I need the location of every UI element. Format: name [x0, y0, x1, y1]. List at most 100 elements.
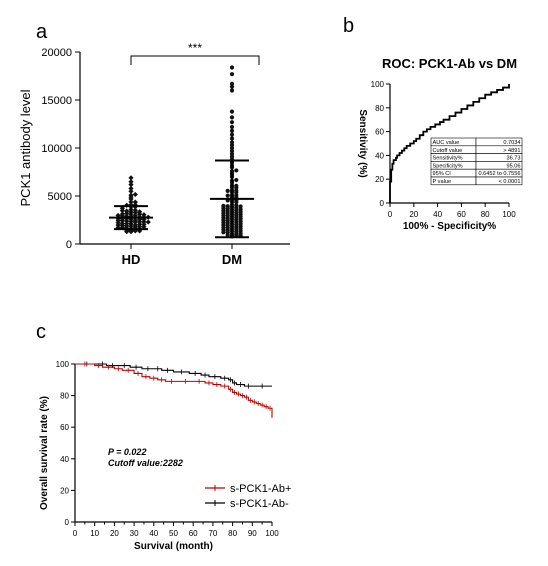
data-point-dm [229, 143, 235, 148]
data-point-dm [234, 193, 239, 198]
data-point-dm [234, 183, 239, 188]
data-point-dm [229, 88, 235, 93]
survival-y-tick-label: 80 [60, 392, 69, 401]
roc-y-tick-label: 100 [371, 80, 385, 89]
survival-y-tick-label: 60 [60, 423, 69, 432]
data-point-dm [238, 207, 243, 212]
roc-stats-table: AUC value 0.7034 Cutoff value > 4891 Sensiti… [430, 137, 523, 186]
data-point-hd [132, 217, 138, 223]
survival-y-tick-label: 100 [56, 360, 70, 369]
roc-y-tick-label: 20 [375, 175, 384, 184]
data-point-dm [234, 188, 239, 193]
roc-x-tick-label: 40 [433, 210, 442, 219]
significance-label: *** [188, 41, 202, 55]
survival-x-tick-label: 90 [248, 529, 257, 538]
roc-x-tick-label: 60 [457, 210, 466, 219]
roc-x-label: 100% - Specificity% [403, 221, 496, 232]
roc-ticks: 0 20 40 60 80 100 0 20 40 60 80 100 [371, 80, 517, 219]
data-point-hd [128, 175, 134, 181]
y-tick-label: 15000 [41, 95, 72, 107]
roc-y-label: Sensitivity (%) [357, 109, 368, 177]
data-point-hd [128, 185, 134, 192]
data-point-dm [225, 193, 230, 198]
panel-label-c: c [36, 321, 46, 343]
panel-label-b: b [343, 15, 354, 37]
stats-label: Specificity% [433, 163, 463, 169]
roc-x-tick-label: 80 [481, 210, 490, 219]
data-point-dm [229, 65, 235, 70]
stats-cell [475, 176, 523, 186]
p-value-annotation: P = 0.022 [108, 447, 146, 457]
y-tick-label: 10000 [41, 143, 72, 155]
stats-label: P value [433, 179, 452, 185]
y-tick-label: 0 [66, 239, 72, 251]
data-point-dm [229, 154, 235, 159]
data-point-dm [229, 146, 235, 151]
data-point-dm [229, 136, 235, 141]
survival-y-tick-label: 40 [60, 455, 69, 464]
data-point-dm [221, 203, 226, 208]
data-point-hd [124, 208, 130, 214]
survival-y-tick-label: 0 [65, 518, 70, 527]
data-point-hd [132, 222, 138, 228]
stats-label: Cutoff value [433, 148, 463, 154]
data-point-hd [132, 191, 138, 198]
roc-x-tick-label: 20 [409, 210, 418, 219]
data-point-dm [229, 148, 235, 154]
roc-title: ROC: PCK1-Ab vs DM [382, 56, 517, 71]
survival-x-tick-label: 10 [90, 529, 99, 538]
survival-curves [75, 361, 273, 418]
survival-y-label: Overall survival rate (%) [39, 396, 50, 510]
data-point-dm [229, 109, 235, 114]
data-point-hd [132, 199, 138, 205]
data-point-dm [229, 84, 235, 89]
data-point-hd [145, 219, 151, 225]
data-point-dm [229, 120, 235, 125]
panel-a-dot-plot: 0 5000 10000 15000 20000 *** PCK1 antibody l… [18, 41, 290, 267]
data-point-dm [238, 204, 243, 209]
roc-y-tick-label: 80 [375, 104, 384, 113]
survival-x-label: Survival (month) [134, 541, 213, 552]
survival-x-tick-label: 80 [228, 529, 237, 538]
survival-x-tick-label: 70 [208, 529, 217, 538]
panel-a-axes [79, 52, 290, 245]
data-point-dm [229, 140, 235, 145]
survival-ticks: 0 10 20 30 40 50 60 70 80 90 100 0 20 40 60 80 100 [56, 360, 280, 538]
data-point-hd [128, 182, 134, 188]
data-point-hd [128, 192, 134, 198]
data-point-dm [225, 204, 230, 209]
data-point-dm [229, 115, 235, 120]
stats-value: 95.06 [507, 163, 521, 169]
survival-x-tick-label: 30 [130, 529, 139, 538]
panel-a-points [115, 65, 243, 239]
data-point-dm [234, 177, 239, 183]
stats-value: < 0.0001 [499, 179, 521, 185]
y-tick-label: 20000 [41, 47, 72, 59]
data-point-dm [229, 151, 235, 156]
legend-label: s-PCK1-Ab+ [230, 483, 291, 495]
data-point-hd [128, 179, 134, 185]
data-point-dm [229, 132, 235, 137]
stats-label: Sensitivity% [433, 156, 463, 162]
panel-b-roc: ROC: PCK1-Ab vs DM 0 20 40 60 80 100 0 20 40 60 80… [357, 56, 523, 232]
survival-x-tick-label: 100 [265, 529, 279, 538]
cutoff-annotation: Cutoff value:2282 [108, 458, 183, 468]
panel-a-mean-sd-bars [109, 159, 254, 239]
data-point-dm [229, 124, 235, 130]
data-point-dm [229, 81, 235, 86]
data-point-hd [128, 188, 134, 194]
panel-a-y-label: PCK1 antibody level [18, 89, 33, 206]
roc-x-tick-label: 0 [388, 210, 393, 219]
data-point-hd [119, 211, 125, 217]
survival-x-tick-label: 60 [189, 529, 198, 538]
survival-legend: s-PCK1-Ab+ s-PCK1-Ab- [205, 483, 291, 510]
data-point-dm [225, 188, 230, 193]
data-point-hd [128, 199, 134, 205]
panel-c-survival: 0 10 20 30 40 50 60 70 80 90 100 0 20 40 60 80 100 P = 0… [39, 360, 291, 552]
survival-curve [75, 363, 273, 418]
roc-y-tick-label: 40 [375, 151, 384, 160]
survival-x-tick-label: 0 [73, 529, 78, 538]
data-point-dm [234, 168, 239, 173]
roc-y-tick-label: 60 [375, 128, 384, 137]
